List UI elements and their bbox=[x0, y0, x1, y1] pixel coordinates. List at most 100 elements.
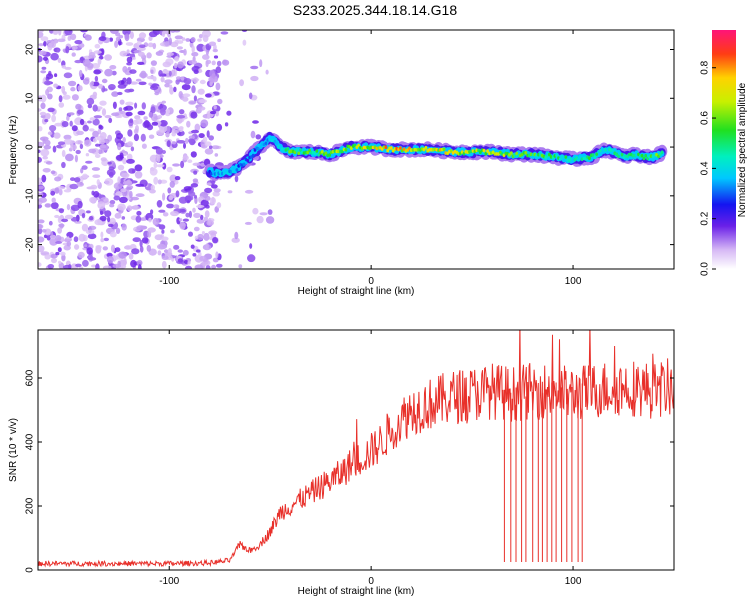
ridge-point bbox=[668, 0, 671, 2]
noise-blob bbox=[92, 91, 98, 98]
ridge-point bbox=[344, 148, 348, 152]
noise-blob bbox=[88, 257, 97, 261]
noise-blob bbox=[45, 89, 50, 96]
noise-blob bbox=[75, 263, 82, 268]
noise-blob bbox=[161, 30, 166, 38]
noise-blob bbox=[82, 78, 90, 85]
noise-blob bbox=[57, 58, 62, 63]
noise-blob bbox=[86, 210, 91, 214]
noise-blob bbox=[65, 46, 70, 54]
noise-blob bbox=[214, 76, 218, 83]
noise-blob bbox=[93, 69, 102, 75]
ridge-point bbox=[328, 153, 331, 157]
noise-blob bbox=[129, 190, 133, 199]
noise-blob bbox=[104, 54, 112, 61]
noise-blob bbox=[188, 59, 198, 65]
noise-blob bbox=[182, 93, 191, 98]
noise-blob bbox=[74, 59, 82, 64]
noise-blob bbox=[252, 120, 259, 124]
noise-blob bbox=[38, 126, 43, 132]
noise-blob bbox=[94, 75, 99, 82]
ridge-point bbox=[671, 0, 676, 3]
noise-blob bbox=[104, 178, 114, 186]
snr-frame bbox=[37, 329, 675, 571]
noise-blob bbox=[159, 120, 168, 127]
ridge-point bbox=[308, 148, 311, 153]
noise-blob bbox=[161, 255, 169, 260]
noise-blob bbox=[134, 102, 138, 109]
noise-blob bbox=[194, 123, 201, 132]
noise-blob bbox=[98, 83, 103, 89]
spectrogram-y-label: Frequency (Hz) bbox=[8, 116, 19, 185]
noise-blob bbox=[91, 63, 101, 69]
noise-blob bbox=[62, 264, 72, 269]
noise-blob bbox=[193, 226, 200, 232]
noise-blob bbox=[150, 85, 159, 91]
noise-blob bbox=[174, 56, 180, 62]
noise-blob bbox=[212, 257, 219, 263]
noise-blob bbox=[91, 264, 97, 268]
noise-blob bbox=[211, 73, 216, 79]
noise-blob bbox=[63, 72, 73, 79]
noise-blob bbox=[90, 184, 98, 190]
noise-blob bbox=[99, 210, 104, 215]
noise-blob bbox=[102, 265, 112, 269]
noise-blob bbox=[38, 236, 45, 243]
noise-blob bbox=[164, 79, 173, 84]
ridge-point bbox=[662, 0, 672, 7]
noise-blob bbox=[108, 84, 116, 90]
noise-blob bbox=[115, 227, 121, 234]
noise-blob bbox=[125, 101, 134, 106]
noise-blob bbox=[118, 107, 123, 112]
snr-series-line bbox=[38, 330, 674, 568]
ridge-point bbox=[399, 146, 402, 150]
noise-blob bbox=[249, 243, 253, 249]
noise-blob bbox=[40, 102, 46, 110]
ridge-point bbox=[593, 155, 597, 159]
noise-blob bbox=[159, 124, 168, 133]
noise-blob bbox=[49, 30, 54, 34]
noise-blob bbox=[65, 153, 74, 162]
noise-blob bbox=[117, 164, 125, 171]
ridge-point bbox=[615, 152, 619, 156]
noise-blob bbox=[69, 120, 73, 127]
noise-blob bbox=[74, 177, 81, 183]
noise-blob bbox=[114, 212, 122, 219]
ridge-point bbox=[275, 141, 279, 145]
noise-blob bbox=[38, 262, 42, 267]
ridge-point bbox=[664, 0, 674, 7]
noise-blob bbox=[51, 197, 56, 203]
noise-blob bbox=[214, 153, 219, 157]
noise-blob bbox=[136, 259, 143, 266]
noise-blob bbox=[104, 115, 112, 119]
noise-blob bbox=[176, 140, 186, 144]
noise-blob bbox=[154, 91, 160, 96]
noise-blob bbox=[38, 50, 47, 56]
noise-blob bbox=[213, 55, 219, 59]
noise-blob bbox=[177, 249, 183, 253]
noise-blob bbox=[242, 39, 247, 46]
noise-blob bbox=[127, 129, 133, 137]
noise-blob bbox=[50, 40, 56, 49]
noise-blob bbox=[109, 37, 113, 42]
noise-blob bbox=[135, 118, 143, 125]
noise-blob bbox=[115, 191, 123, 197]
noise-blob bbox=[204, 141, 212, 147]
y-tick-label: -20 bbox=[25, 237, 36, 252]
noise-blob bbox=[50, 52, 59, 61]
noise-blob bbox=[168, 70, 172, 77]
noise-blob bbox=[211, 145, 220, 150]
noise-blob bbox=[168, 37, 172, 46]
noise-blob bbox=[182, 218, 189, 222]
noise-blob bbox=[129, 81, 138, 85]
noise-blob bbox=[58, 30, 62, 36]
ridge-point bbox=[299, 148, 302, 152]
noise-blob bbox=[51, 257, 57, 264]
noise-blob bbox=[196, 249, 201, 253]
noise-blob bbox=[157, 179, 162, 185]
noise-blob bbox=[70, 177, 76, 182]
noise-blob bbox=[153, 176, 159, 185]
noise-blob bbox=[47, 107, 55, 113]
noise-blob bbox=[49, 125, 57, 132]
noise-blob bbox=[109, 200, 116, 205]
